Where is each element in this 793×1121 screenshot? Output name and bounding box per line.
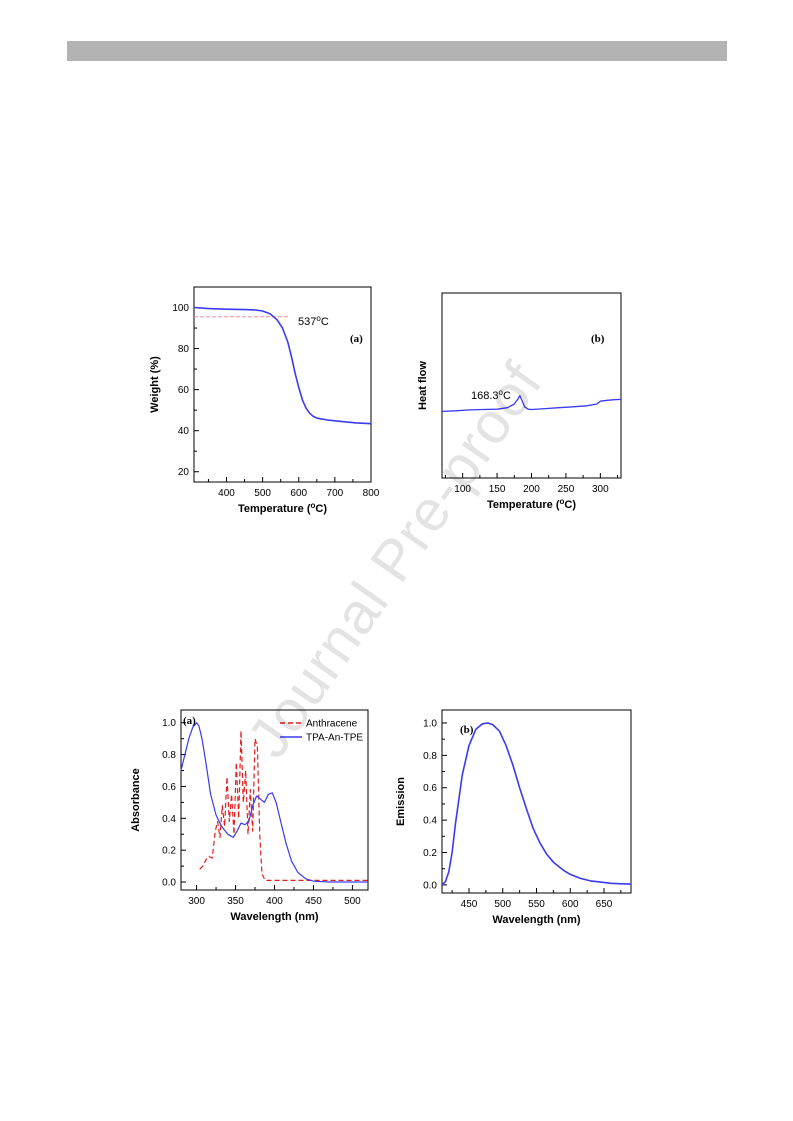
y-tick-label: 0.4 bbox=[162, 814, 176, 825]
plot-frame bbox=[193, 286, 372, 483]
plot-frame bbox=[441, 709, 632, 894]
panel-label: (a) bbox=[350, 333, 363, 345]
y-tick-label: 100 bbox=[172, 303, 189, 314]
y-axis-title: Emission bbox=[395, 777, 407, 826]
dsc-series-line bbox=[441, 395, 622, 413]
header-bar bbox=[67, 41, 727, 61]
x-tick-label: 450 bbox=[305, 896, 322, 907]
emission-series-line bbox=[441, 722, 632, 886]
y-tick-label: 0.4 bbox=[423, 816, 437, 827]
x-tick-label: 300 bbox=[592, 484, 609, 495]
y-tick-label: 40 bbox=[178, 426, 190, 437]
legend-label: Anthracene bbox=[306, 719, 358, 730]
absorbance-chart: 300 350 400 450 500 0.0 0.2 0.4 0.6 0.8 1.0 Wavelen… bbox=[130, 709, 369, 923]
x-tick-label: 700 bbox=[327, 488, 344, 499]
x-tick-label: 450 bbox=[461, 899, 478, 910]
y-tick-label: 1.0 bbox=[162, 718, 176, 729]
tga-series-line bbox=[193, 306, 372, 425]
tpa-an-tpe-series-line bbox=[180, 722, 368, 883]
x-tick-label: 800 bbox=[363, 488, 380, 499]
x-tick-label: 500 bbox=[494, 899, 511, 910]
y-tick-label: 20 bbox=[178, 467, 190, 478]
x-tick-label: 300 bbox=[188, 896, 205, 907]
x-tick-label: 650 bbox=[596, 899, 613, 910]
y-axis-title: Heat flow bbox=[417, 361, 429, 410]
x-tick-label: 400 bbox=[218, 488, 235, 499]
y-tick-label: 60 bbox=[178, 385, 190, 396]
x-tick-label: 200 bbox=[523, 484, 540, 495]
plot-frame bbox=[441, 292, 622, 479]
anthracene-series-line bbox=[199, 730, 368, 881]
y-tick-label: 80 bbox=[178, 344, 190, 355]
x-axis-title: Temperature (oC) bbox=[487, 497, 576, 512]
y-tick-label: 0.2 bbox=[162, 846, 176, 857]
x-tick-label: 400 bbox=[266, 896, 283, 907]
x-tick-label: 350 bbox=[227, 896, 244, 907]
y-tick-label: 0.6 bbox=[423, 783, 437, 794]
x-axis-title: Wavelength (nm) bbox=[492, 914, 581, 926]
tga-chart: 400 500 600 700 800 20 40 60 80 100 Temperature (o… bbox=[149, 286, 380, 516]
panel-label: (b) bbox=[460, 724, 474, 736]
y-tick-label: 0.6 bbox=[162, 782, 176, 793]
y-tick-label: 0.8 bbox=[423, 751, 437, 762]
panel-label: (b) bbox=[591, 333, 605, 345]
x-tick-label: 250 bbox=[558, 484, 575, 495]
x-tick-label: 100 bbox=[454, 484, 471, 495]
y-axis-title: Absorbance bbox=[130, 768, 142, 832]
y-tick-label: 0.2 bbox=[423, 848, 437, 859]
x-tick-label: 600 bbox=[562, 899, 579, 910]
x-tick-label: 150 bbox=[489, 484, 506, 495]
x-axis-title: Wavelength (nm) bbox=[230, 911, 319, 923]
dsc-chart: 100 150 200 250 300 Temperature (oC) Heat flow… bbox=[417, 292, 622, 512]
panel-label: (a) bbox=[183, 715, 196, 727]
peak-annotation: 537oC bbox=[298, 314, 329, 329]
peak-annotation: 168.3oC bbox=[471, 388, 511, 403]
y-tick-label: 0.0 bbox=[162, 878, 176, 889]
y-tick-label: 1.0 bbox=[423, 718, 437, 729]
x-tick-label: 500 bbox=[344, 896, 361, 907]
emission-chart: 450 500 550 600 650 0.0 0.2 0.4 0.6 0.8 1.0 Wavelen… bbox=[395, 709, 632, 926]
x-tick-label: 500 bbox=[254, 488, 271, 499]
y-axis-title: Weight (%) bbox=[149, 356, 161, 413]
y-tick-label: 0.0 bbox=[423, 880, 437, 891]
legend-label: TPA-An-TPE bbox=[306, 733, 363, 744]
x-axis-title: Temperature (oC) bbox=[238, 501, 327, 516]
x-tick-label: 550 bbox=[528, 899, 545, 910]
x-tick-label: 600 bbox=[290, 488, 307, 499]
y-tick-label: 0.8 bbox=[162, 750, 176, 761]
